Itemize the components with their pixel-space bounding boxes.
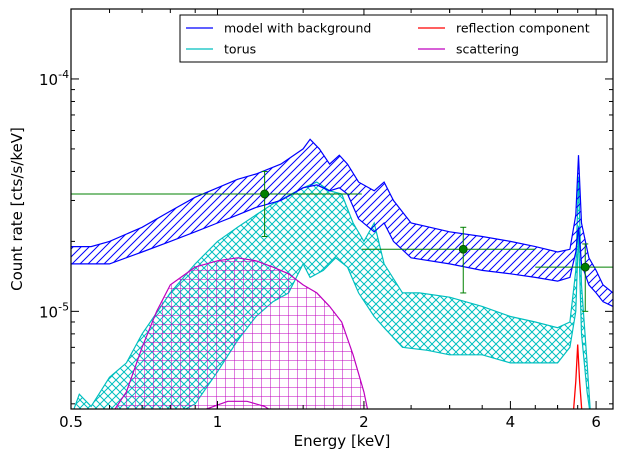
y-axis-label: Count rate [cts/s/keV]: [8, 127, 26, 291]
x-tick-label: 1: [213, 413, 223, 431]
model-with-background-band: [71, 139, 613, 307]
y-tick-base: 10: [39, 71, 58, 89]
torus-upper-line: [73, 176, 591, 409]
legend-label: torus: [224, 42, 256, 57]
x-tick-label: 0.5: [59, 413, 83, 431]
series-layer: [71, 138, 613, 409]
y-tick-labels: 10-510-4: [39, 68, 69, 321]
y-tick-base: 10: [39, 303, 58, 321]
reflection-component-line: [572, 344, 583, 409]
model-with-background-upper-line: [71, 138, 613, 294]
scattering-lower-line: [204, 400, 270, 409]
scattering-upper-line: [114, 257, 369, 409]
plot-frame: [70, 8, 614, 410]
data-point-marker: [260, 189, 270, 199]
data-points-layer: [71, 170, 613, 312]
legend-box: [179, 14, 608, 63]
y-tick-label: 10-4: [39, 68, 69, 89]
scattering-band: [109, 257, 370, 409]
legend-label: scattering: [456, 42, 519, 57]
data-point-marker: [580, 262, 590, 272]
data-point-marker: [458, 244, 468, 254]
legend-label: model with background: [224, 21, 371, 36]
x-tick-label: 2: [359, 413, 369, 431]
y-tick-label: 10-5: [39, 300, 69, 321]
y-tick-exponent: -4: [58, 68, 69, 81]
x-axis-label: Energy [keV]: [294, 432, 391, 450]
y-tick-exponent: -5: [58, 300, 69, 313]
x-tick-labels: 0.5 1 2 4 6: [59, 413, 601, 431]
x-tick-label: 6: [591, 413, 601, 431]
legend-label: reflection component: [456, 21, 590, 36]
x-tick-label: 4: [506, 413, 516, 431]
legend: model with background reflection componen…: [179, 14, 608, 63]
model-with-background-lower-line: [71, 184, 613, 307]
